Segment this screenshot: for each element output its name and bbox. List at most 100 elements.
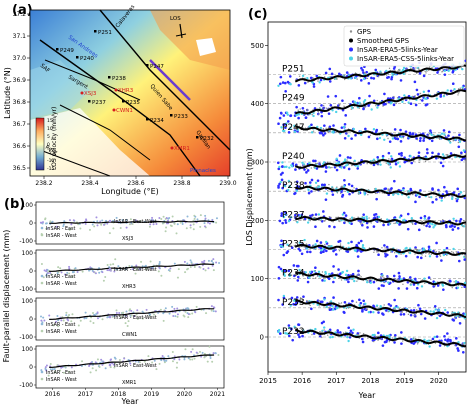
gps-point <box>387 137 389 140</box>
insar-era5-css-point <box>280 126 283 129</box>
gps-point <box>333 78 336 80</box>
gps-point <box>457 284 460 287</box>
insar-era5-point <box>419 216 423 220</box>
insar-era5-css-point <box>312 114 315 118</box>
gps-point <box>302 275 304 277</box>
insar-era5-css-point <box>396 161 400 164</box>
timeseries-point <box>44 218 47 221</box>
insar-era5-css-point <box>298 241 301 245</box>
gps-point <box>430 253 432 256</box>
insar-era5-css-point <box>433 224 436 227</box>
gps-point <box>356 274 358 277</box>
gps-point <box>376 306 378 308</box>
insar-era5-point <box>418 195 421 199</box>
timeseries-point <box>56 315 59 318</box>
insar-era5-point <box>394 162 398 166</box>
insar-era5-point <box>361 68 364 72</box>
timeseries-point <box>210 260 213 263</box>
gps-point <box>350 164 353 167</box>
gps-point <box>377 339 379 341</box>
timeseries-point <box>95 369 98 372</box>
insar-era5-css-point <box>352 328 355 331</box>
timeseries-point <box>173 358 176 361</box>
site-label: XMR1 <box>174 146 190 152</box>
insar-era5-point <box>347 280 350 284</box>
insar-era5-point <box>323 132 327 135</box>
xtick-label: 2020 <box>430 377 448 385</box>
timeseries-point <box>80 365 83 368</box>
colorbar-tick: 15 <box>47 118 53 124</box>
gps-point <box>451 310 453 313</box>
insar-era5-css-point <box>342 125 346 129</box>
xtick-label: 2019 <box>396 377 414 385</box>
insar-era5-point <box>288 75 292 78</box>
insar-era5-point <box>414 246 417 249</box>
legend-marker <box>108 315 112 319</box>
insar-era5-point <box>355 243 358 247</box>
gps-point <box>451 158 453 160</box>
los-arrow-icon: LOS <box>170 16 187 39</box>
gps-point <box>374 249 376 252</box>
insar-era5-point <box>451 318 455 321</box>
insar-era5-css-point <box>383 138 386 141</box>
insar-era5-css-point <box>354 76 357 79</box>
insar-era5-point <box>367 135 371 139</box>
gps-point <box>319 334 321 337</box>
legend-marker <box>108 267 112 271</box>
gps-point <box>313 216 316 219</box>
insar-era5-css-point <box>287 179 291 183</box>
gps-point <box>353 187 355 189</box>
gps-point <box>386 135 388 137</box>
insar-era5-point <box>395 254 398 258</box>
timeseries-point <box>120 315 123 318</box>
gps-point <box>429 66 431 68</box>
insar-era5-css-point <box>443 248 446 252</box>
mask-patch <box>196 38 216 56</box>
gps-point <box>464 343 466 345</box>
timeseries-point <box>115 216 118 219</box>
insar-era5-css-point <box>322 247 325 250</box>
insar-era5-point <box>463 258 466 261</box>
legend-marker <box>349 30 353 33</box>
insar-era5-css-point <box>379 163 382 166</box>
gps-point <box>435 195 437 198</box>
insar-era5-point <box>276 161 280 165</box>
insar-era5-css-point <box>345 269 349 273</box>
insar-era5-css-point <box>450 197 454 201</box>
gps-point <box>366 163 368 165</box>
insar-era5-point <box>350 184 354 188</box>
gps-point <box>414 248 417 250</box>
insar-era5-point <box>349 156 352 160</box>
timeseries-point <box>133 315 136 318</box>
insar-era5-point <box>364 127 367 131</box>
insar-era5-point <box>334 94 338 98</box>
calaveras-fault <box>99 9 231 151</box>
gps-site-marker <box>108 76 111 79</box>
gps-point <box>358 192 360 194</box>
insar-era5-point <box>314 266 317 270</box>
insar-era5-css-point <box>362 77 366 81</box>
timeseries-point <box>175 232 178 235</box>
timeseries-point <box>159 308 162 311</box>
gps-point <box>311 77 314 80</box>
insar-era5-css-point <box>341 270 344 274</box>
insar-era5-css-point <box>423 97 426 100</box>
insar-era5-css-point <box>289 304 292 307</box>
gps-point <box>430 339 433 342</box>
insar-era5-point <box>277 277 281 280</box>
gps-point <box>399 69 401 71</box>
insar-era5-point <box>327 112 331 115</box>
gps-point <box>396 136 398 138</box>
insar-era5-point <box>327 277 331 281</box>
timeseries-point <box>62 319 65 322</box>
chart-xlabel: Year <box>358 391 377 400</box>
insar-era5-css-point <box>396 306 399 309</box>
timeseries-point <box>96 317 99 320</box>
insar-era5-point <box>459 217 463 221</box>
gps-site-marker <box>146 64 149 67</box>
insar-era5-point <box>331 193 335 196</box>
timeseries-point <box>177 268 180 271</box>
legend-marker <box>108 363 112 367</box>
insar-era5-point <box>282 123 285 126</box>
insar-era5-point <box>319 300 323 304</box>
